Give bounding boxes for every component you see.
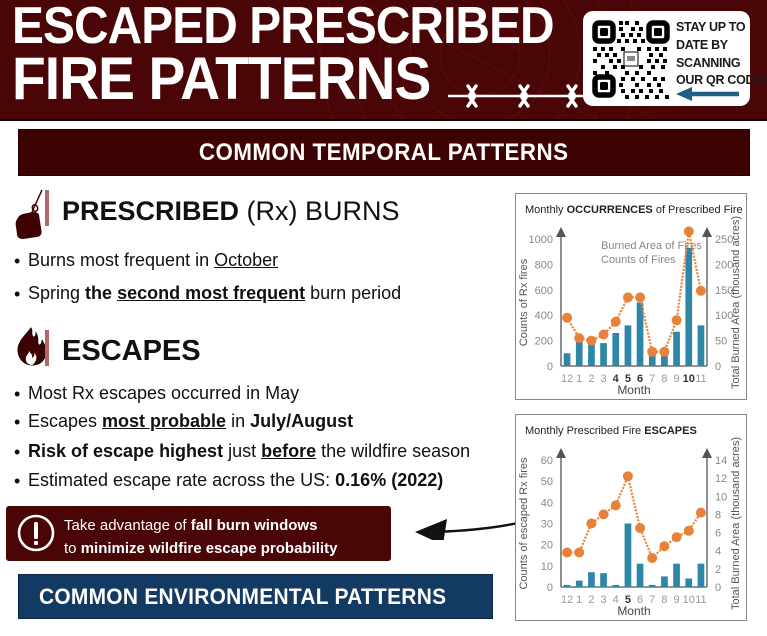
- svg-text:0: 0: [715, 361, 721, 373]
- svg-text:Counts of Fires: Counts of Fires: [601, 254, 676, 266]
- svg-text:2: 2: [715, 564, 721, 576]
- svg-text:8: 8: [661, 373, 667, 385]
- svg-text:1: 1: [576, 594, 582, 606]
- svg-text:9: 9: [674, 594, 680, 606]
- svg-text:6: 6: [715, 528, 721, 540]
- svg-text:60: 60: [541, 455, 553, 467]
- svg-text:11: 11: [695, 373, 706, 385]
- svg-text:11: 11: [695, 594, 706, 606]
- svg-text:10: 10: [541, 561, 553, 573]
- svg-text:1: 1: [576, 373, 582, 385]
- svg-text:Monthly OCCURRENCES of Prescri: Monthly OCCURRENCES of Prescribed Fire: [525, 204, 743, 216]
- svg-text:12: 12: [561, 373, 573, 385]
- svg-text:3: 3: [601, 594, 607, 606]
- svg-text:2: 2: [588, 594, 594, 606]
- svg-text:1000: 1000: [529, 234, 553, 246]
- svg-text:8: 8: [715, 509, 721, 521]
- svg-text:8: 8: [661, 594, 667, 606]
- svg-text:10: 10: [683, 594, 695, 606]
- svg-text:10: 10: [715, 491, 727, 503]
- svg-text:2: 2: [588, 373, 594, 385]
- svg-text:Total Burned Area (thousand ac: Total Burned Area (thousand acres): [730, 216, 742, 389]
- svg-text:Monthly Prescribed Fire ESCAPE: Monthly Prescribed Fire ESCAPES: [525, 425, 697, 437]
- svg-text:400: 400: [535, 310, 553, 322]
- svg-text:14: 14: [715, 455, 727, 467]
- svg-text:9: 9: [674, 373, 680, 385]
- svg-text:12: 12: [715, 473, 727, 485]
- svg-text:50: 50: [541, 476, 553, 488]
- svg-text:4: 4: [715, 546, 721, 558]
- svg-text:10: 10: [683, 373, 695, 385]
- svg-text:40: 40: [541, 497, 553, 509]
- svg-text:600: 600: [535, 285, 553, 297]
- svg-text:30: 30: [541, 519, 553, 531]
- svg-text:200: 200: [535, 336, 553, 348]
- svg-text:0: 0: [547, 361, 553, 373]
- svg-text:0: 0: [547, 582, 553, 594]
- svg-text:12: 12: [561, 594, 573, 606]
- svg-text:800: 800: [535, 259, 553, 271]
- svg-text:Counts of escaped Rx fires: Counts of escaped Rx fires: [518, 457, 530, 590]
- svg-text:Counts of Rx fires: Counts of Rx fires: [518, 258, 530, 346]
- svg-text:20: 20: [541, 540, 553, 552]
- svg-text:0: 0: [715, 582, 721, 594]
- svg-text:Total Burned Area (thousand ac: Total Burned Area (thousand acres): [730, 437, 742, 610]
- svg-text:3: 3: [601, 373, 607, 385]
- svg-text:Month: Month: [617, 604, 650, 618]
- svg-text:50: 50: [715, 336, 727, 348]
- svg-text:Month: Month: [617, 383, 650, 397]
